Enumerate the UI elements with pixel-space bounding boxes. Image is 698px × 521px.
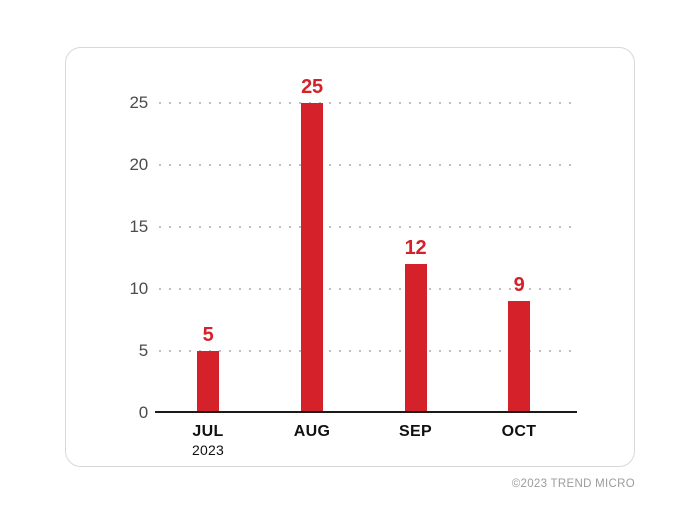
- x-tick-label-jul: JUL: [192, 423, 224, 440]
- x-tick-label-aug: AUG: [293, 423, 331, 440]
- value-label-jul: 5: [202, 324, 214, 346]
- y-tick-label-0: 0: [138, 403, 148, 422]
- value-label-sep: 12: [404, 237, 427, 260]
- bar-jul: [197, 351, 219, 413]
- chart-card: [65, 47, 635, 467]
- y-tick-label-10: 10: [129, 279, 148, 298]
- value-label-oct: 9: [513, 274, 525, 297]
- x-axis-line: [155, 411, 577, 413]
- y-tick-label-5: 5: [138, 341, 148, 360]
- y-tick-label-20: 20: [129, 155, 148, 174]
- copyright-text: ©2023 TREND MICRO: [511, 478, 635, 490]
- gridline-y-25: [155, 102, 578, 104]
- gridline-y-20: [155, 164, 578, 166]
- x-tick-sublabel-jul: 2023: [192, 442, 224, 458]
- x-tick-label-oct: OCT: [501, 423, 537, 440]
- gridline-y-10: [155, 288, 578, 290]
- bar-aug: [301, 103, 323, 413]
- gridline-y-5: [155, 350, 578, 352]
- y-tick-label-15: 15: [129, 217, 148, 236]
- value-label-aug: 25: [301, 76, 323, 98]
- y-tick-label-25: 25: [129, 93, 148, 112]
- gridline-y-15: [155, 226, 578, 228]
- bar-oct: [508, 301, 530, 413]
- bar-sep: [404, 264, 427, 413]
- x-tick-label-sep: SEP: [399, 423, 432, 440]
